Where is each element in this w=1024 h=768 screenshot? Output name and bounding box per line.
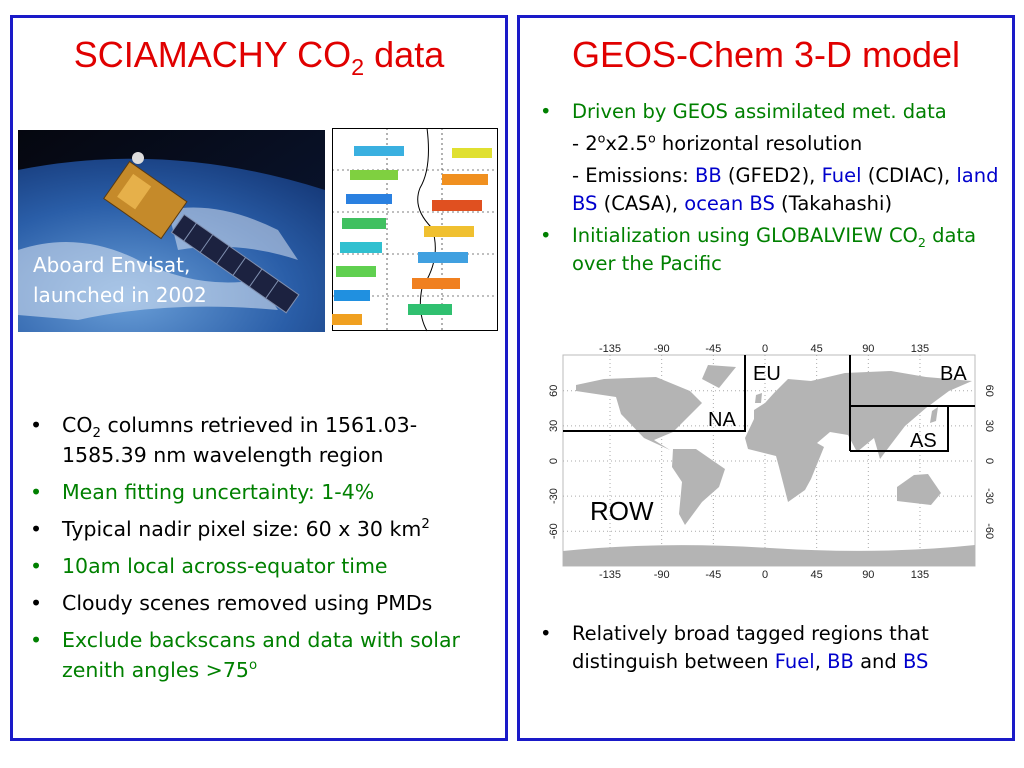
lon-tick-label: -135 (599, 569, 621, 579)
text-run: 2 (351, 54, 365, 81)
lat-tick-label: -30 (548, 488, 560, 504)
text-run: (GFED2), (721, 164, 822, 187)
caption-line: Aboard Envisat, (33, 253, 191, 277)
text-run: (Takahashi) (774, 192, 893, 215)
swath-map (332, 128, 498, 332)
lat-tick-label: 0 (548, 458, 560, 464)
photo-caption: Aboard Envisat, launched in 2002 (33, 250, 207, 310)
text-run: Driven by GEOS assimilated met. data (572, 100, 947, 123)
text-run: GEOS-Chem 3-D model (571, 34, 961, 75)
lon-tick-label: 90 (862, 569, 874, 579)
bullet: Relatively broad tagged regions that dis… (540, 620, 1010, 676)
right-panel: GEOS-Chem 3-D model Driven by GEOS assim… (517, 15, 1015, 741)
bullet: Exclude backscans and data with solar ze… (30, 625, 500, 685)
text-run: Cloudy scenes removed using PMDs (62, 591, 433, 615)
text-run: Fuel (774, 650, 815, 673)
text-run: Mean fitting uncertainty: 1-4% (62, 480, 375, 504)
left-title: SCIAMACHY CO2 data (13, 34, 505, 79)
text-run: o (647, 130, 656, 146)
text-run: - Emissions: (572, 164, 695, 187)
bullet: Cloudy scenes removed using PMDs (30, 588, 500, 618)
region-label: EU (753, 363, 781, 385)
satellite-photo (18, 130, 325, 332)
text-run: BB (694, 164, 722, 187)
text-run: Relatively broad tagged regions that dis… (572, 622, 929, 673)
text-run: (CASA), (597, 192, 685, 215)
text-run: columns retrieved in 1561.03-1585.39 nm … (62, 413, 418, 467)
sub-line: - 2ox2.5o horizontal resolution (540, 130, 1010, 158)
text-run: land BS (572, 164, 999, 215)
lon-tick-label: -45 (705, 343, 721, 355)
bullet: Driven by GEOS assimilated met. data (540, 98, 1010, 126)
text-run: data over the Pacific (572, 224, 977, 275)
text-run: horizontal resolution (655, 132, 863, 155)
lon-tick-label: 135 (911, 569, 929, 579)
text-run: (CDIAC), (861, 164, 957, 187)
caption-line: launched in 2002 (33, 283, 207, 307)
lon-tick-label: 135 (911, 343, 929, 355)
lat-tick-label: 30 (548, 420, 560, 432)
lon-tick-label: 45 (811, 343, 823, 355)
region-label: ROW (590, 496, 654, 526)
lon-tick-label: -45 (705, 569, 721, 579)
right-title: GEOS-Chem 3-D model (520, 34, 1012, 76)
lon-tick-label: 0 (762, 569, 768, 579)
right-bottom-bullets: Relatively broad tagged regions that dis… (540, 620, 1010, 680)
lon-tick-label: -90 (654, 343, 670, 355)
region-label: BA (940, 363, 967, 385)
sub-line: - Emissions: BB (GFED2), Fuel (CDIAC), l… (540, 162, 1010, 218)
text-run: data (364, 34, 445, 75)
lon-tick-label: 90 (862, 343, 874, 355)
region-label: NA (708, 409, 736, 431)
lon-tick-label: 45 (811, 569, 823, 579)
text-run: - 2 (572, 132, 598, 155)
lon-tick-label: -90 (654, 569, 670, 579)
lon-tick-label: -135 (599, 343, 621, 355)
region-map: EU BA NA AS ROW -135 -135 -90 -90 -45 -45 0 0 45… (548, 343, 995, 579)
text-run: 2 (917, 234, 926, 250)
text-run: , (814, 650, 828, 673)
lat-tick-label: 60 (983, 385, 995, 397)
left-panel: SCIAMACHY CO2 data Aboard Envisat, launch… (10, 15, 508, 741)
text-run: CO (62, 413, 93, 437)
lat-tick-label: 30 (983, 420, 995, 432)
text-run: BB (827, 650, 854, 673)
lat-tick-label: 0 (983, 458, 995, 464)
text-run: 10am local across-equator time (62, 554, 388, 578)
region-label: AS (910, 430, 937, 452)
bullet: 10am local across-equator time (30, 551, 500, 581)
bullet: CO2 columns retrieved in 1561.03-1585.39… (30, 410, 500, 470)
lat-tick-label: -60 (983, 523, 995, 539)
text-run: Fuel (821, 164, 862, 187)
lat-tick-label: 60 (548, 385, 560, 397)
lon-tick-label: 0 (762, 343, 768, 355)
right-bullets: Driven by GEOS assimilated met. data- 2o… (540, 98, 1010, 282)
text-run: Typical nadir pixel size: 60 x 30 km (62, 517, 422, 541)
region-boundaries (563, 355, 975, 452)
text-run: o (248, 658, 258, 674)
text-run: x2.5 (605, 132, 648, 155)
text-run: o (597, 130, 606, 146)
text-run: and (853, 650, 903, 673)
bullet: Mean fitting uncertainty: 1-4% (30, 477, 500, 507)
bullet: Initialization using GLOBALVIEW CO2 data… (540, 222, 1010, 278)
lat-tick-label: -60 (548, 523, 560, 539)
text-run: BS (902, 650, 929, 673)
text-run: Exclude backscans and data with solar ze… (62, 628, 460, 682)
lat-tick-label: -30 (983, 488, 995, 504)
text-run: 2 (92, 426, 101, 442)
text-run: ocean BS (684, 192, 775, 215)
bullet: Typical nadir pixel size: 60 x 30 km2 (30, 514, 500, 544)
left-bullets: CO2 columns retrieved in 1561.03-1585.39… (30, 410, 500, 692)
text-run: Initialization using GLOBALVIEW CO (572, 224, 918, 247)
text-run: SCIAMACHY CO (73, 34, 352, 75)
text-run: 2 (421, 517, 430, 533)
